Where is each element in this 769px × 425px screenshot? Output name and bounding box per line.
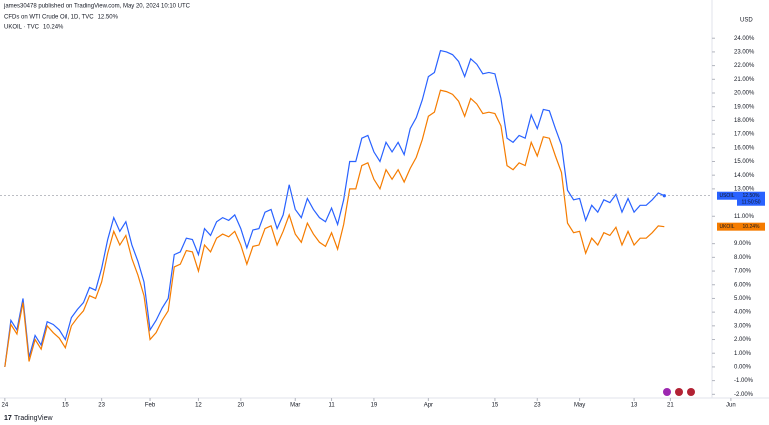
y-tick-label: -1.00% [734,378,754,384]
icon [675,388,683,396]
x-tick-label: 13 [631,403,638,409]
legend-value: 10.24% [43,25,64,31]
y-tick-label: 8.00% [734,255,752,261]
icon [663,388,671,396]
x-tick-label: Mar [290,403,300,409]
currency: USD [740,18,753,24]
legend-value: 12.50% [98,15,119,21]
brand: 17 TradingView [4,415,53,422]
x-tick-label: 15 [62,403,69,409]
badge-value-bg [737,222,765,231]
y-tick-label: 20.00% [734,91,755,97]
x-tick-label: 23 [534,403,541,409]
y-tick-label: 19.00% [734,104,755,110]
y-tick-label: 5.00% [734,296,752,302]
y-tick-label: 4.00% [734,310,752,316]
icons [663,388,695,396]
badge-time: 11:50:50 [741,200,760,206]
y-tick-label: 2.00% [734,337,752,343]
x-tick-label: Apr [424,403,433,409]
y-tick-label: 18.00% [734,118,755,124]
x-tick-label: 19 [371,403,378,409]
y-tick-label: 17.00% [734,132,755,138]
y-tick-label: 1.00% [734,351,752,357]
y-tick-label: 22.00% [734,63,755,69]
brand-name: TradingView [14,415,53,422]
series-line [4,49,665,367]
y-tick-label: 13.00% [734,186,755,192]
y-tick-label: 11.00% [734,214,755,220]
series-line [4,89,665,368]
badge-value-bg [737,191,765,206]
last-point [662,194,666,198]
legend-label: UKOIL · TVC [4,25,40,31]
icon [687,388,695,396]
x-tick-label: 11 [328,403,335,409]
y-tick-label: 3.00% [734,323,752,329]
x-tick-label: 23 [98,403,105,409]
y-tick-label: 7.00% [734,269,752,275]
x-tick-label: 12 [195,403,202,409]
x-tick-label: May [574,403,585,409]
x-tick-label: 20 [237,403,244,409]
badge-name: USOIL [719,193,734,199]
badge-name-bg [717,222,737,231]
y-tick-label: 15.00% [734,159,755,165]
y-tick-label: -2.00% [734,392,754,398]
x-tick-label: 15 [492,403,499,409]
badge-value: 10.24% [743,224,761,230]
x-tick-label: 21 [667,403,674,409]
brand-logo: 17 [4,415,12,422]
badge-value: 12.50% [743,193,761,199]
badge-name: UKOIL [719,224,734,230]
y-tick-label: 9.00% [734,241,752,247]
x-tick-label: Feb [145,403,156,409]
y-tick-label: 0.00% [734,365,752,371]
y-tick-label: 23.00% [734,49,755,55]
y-tick-label: 16.00% [734,145,755,151]
y-tick-label: 6.00% [734,282,752,288]
y-tick-label: 24.00% [734,36,755,42]
badge-name-bg [717,191,737,200]
header: james30478 published on TradingView.com,… [3,4,191,10]
x-tick-label: Jun [726,403,736,409]
legend-label: CFDs on WTI Crude Oil, 1D, TVC [4,15,94,21]
y-tick-label: 14.00% [734,173,755,179]
y-tick-label: 21.00% [734,77,755,83]
x-tick-label: 24 [1,403,8,409]
